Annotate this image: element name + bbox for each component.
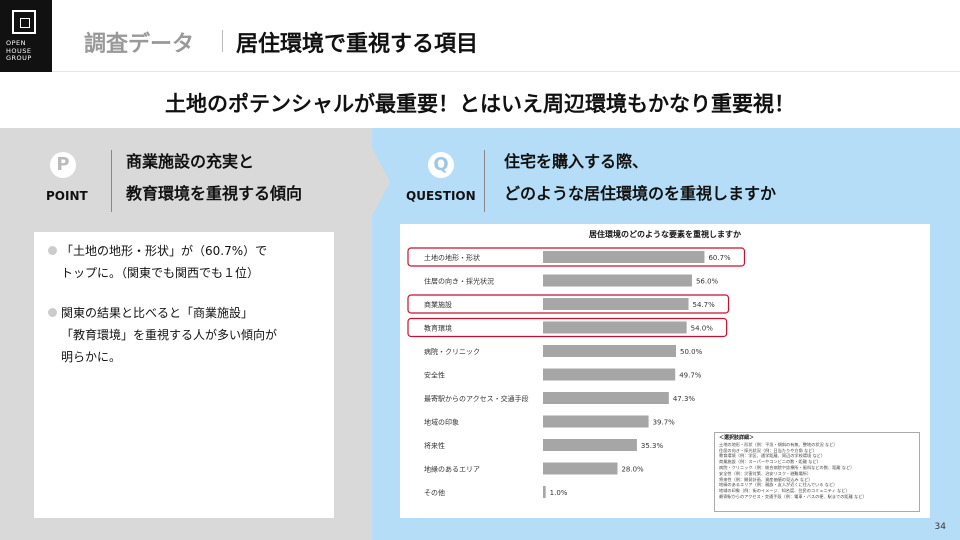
question-title-line1: 住宅を購入する際、 (504, 152, 649, 171)
bullet-1-line-2: トップに。（関東でも関西でも１位） (61, 266, 260, 280)
category-label: その他 (424, 488, 445, 497)
page-title: 居住環境で重視する項目 (236, 32, 479, 57)
category-label: 最寄駅からのアクセス・交通手段 (424, 394, 529, 403)
value-label: 56.0% (696, 278, 719, 286)
choice-detail-line: 最寄駅からのアクセス・交通手段（例：電車・バスの便、駅までの距離 など） (719, 493, 867, 499)
bar (543, 274, 692, 287)
point-text-box: 「土地の地形・形状」が（60.7%）で トップに。（関東でも関西でも１位） 関東… (34, 232, 334, 518)
page-number: 34 (934, 522, 946, 532)
choice-detail-line: 教育環境（例：学区、通学距離、周辺の学校環境 など） (719, 453, 826, 459)
bar (543, 415, 649, 428)
value-label: 35.3% (641, 442, 664, 450)
value-label: 60.7% (708, 254, 731, 262)
logo-text-3: GROUP (6, 54, 32, 62)
choice-detail-line: 地域の印象（例：街のイメージ、知名度、住民のコミュニティ など） (719, 488, 850, 494)
bar (543, 321, 687, 334)
question-title-line2: どのような居住環境のを重視しますか (504, 184, 777, 203)
logo-text-1: OPEN (6, 39, 27, 47)
value-label: 50.0% (680, 348, 703, 356)
choice-details-box: ＜選択肢詳細＞ 土地の地形・形状（例：平坦・傾斜の有無、整地の状況 など） 住居の… (714, 432, 920, 512)
category-label: 将来性 (424, 441, 445, 450)
chart-title: 居住環境のどのような要素を重視しますか (589, 229, 741, 239)
choice-details-title: ＜選択肢詳細＞ (719, 435, 755, 441)
logo-mark-icon (12, 10, 36, 34)
bar (543, 486, 546, 498)
bullet-2-line-2: 「教育環境」を重視する人が多い傾向が (61, 328, 278, 342)
choice-detail-line: 住居の向き・採光状況（例：日当たりや方角 など） (719, 447, 817, 453)
point-label: POINT (46, 189, 88, 203)
value-label: 28.0% (621, 466, 644, 474)
header-section-label: 調査データ (84, 32, 195, 57)
category-label: 地域の印象 (424, 418, 459, 427)
bar (543, 251, 705, 263)
category-label: 住居の向き・採光状況 (424, 277, 494, 286)
bullet-dot-icon (48, 246, 57, 255)
point-title-line1: 商業施設の充実と (126, 152, 255, 171)
point-divider (111, 150, 112, 212)
panel-arrow (372, 148, 390, 216)
question-divider (484, 150, 485, 212)
value-label: 47.3% (673, 395, 696, 403)
choice-detail-line: 病院・クリニック（例：総合病院や診療所・歯科などの数、距離 など） (719, 464, 855, 470)
choice-detail-line: 土地の地形・形状（例：平坦・傾斜の有無、整地の状況 など） (719, 441, 838, 447)
category-label: 商業施設 (424, 300, 452, 309)
value-label: 49.7% (679, 372, 702, 380)
highlight-outline (407, 294, 730, 314)
category-label: 病院・クリニック (424, 347, 480, 356)
header-divider (222, 30, 223, 52)
highlight-outline (407, 247, 746, 267)
bullet-1-line-1: 「土地の地形・形状」が（60.7%）で (61, 244, 268, 258)
logo-text-2: HOUSE (6, 46, 32, 55)
bar (543, 462, 618, 475)
value-label: 39.7% (653, 419, 676, 427)
point-title-line2: 教育環境を重視する傾向 (126, 184, 303, 203)
bullet-dot-icon (48, 308, 57, 317)
choice-detail-line: 安全性（例：災害対策、治安リスク・避難場所） (719, 470, 812, 476)
bar (543, 345, 676, 357)
bullet-2-line-1: 関東の結果と比べると「商業施設」 (61, 306, 254, 320)
value-label: 54.0% (691, 325, 714, 333)
category-label: 地縁のあるエリア (424, 465, 480, 474)
value-label: 54.7% (693, 301, 716, 309)
category-label: 安全性 (424, 371, 445, 380)
company-logo: OPEN HOUSE GROUP (0, 0, 52, 72)
question-badge-icon: Q (428, 152, 454, 178)
highlight-outline (407, 317, 728, 338)
choice-detail-line: 商業施設（例：スーパーやコンビニの数・距離 など） (719, 459, 821, 465)
headline: 土地のポテンシャルが最重要！とはいえ周辺環境もかなり重要視！ (165, 92, 795, 116)
point-badge-icon: P (50, 152, 76, 178)
bullet-2-line-3: 明らかに。 (61, 350, 122, 364)
value-label: 1.0% (550, 489, 568, 497)
header-bar: OPEN HOUSE GROUP 調査データ 居住環境で重視する項目 (0, 0, 960, 72)
bar (543, 298, 689, 310)
bar (543, 392, 669, 404)
bar (543, 368, 676, 381)
category-label: 土地の地形・形状 (424, 253, 480, 262)
choice-detail-line: 地縁のあるエリア（例：親族・友人が近くに住んでいる など） (719, 482, 838, 488)
choice-detail-line: 将来性（例：開発計画、資産価値の見込み など） (719, 476, 813, 482)
category-label: 教育環境 (424, 324, 452, 333)
bar (543, 439, 637, 451)
question-label: QUESTION (406, 189, 476, 203)
